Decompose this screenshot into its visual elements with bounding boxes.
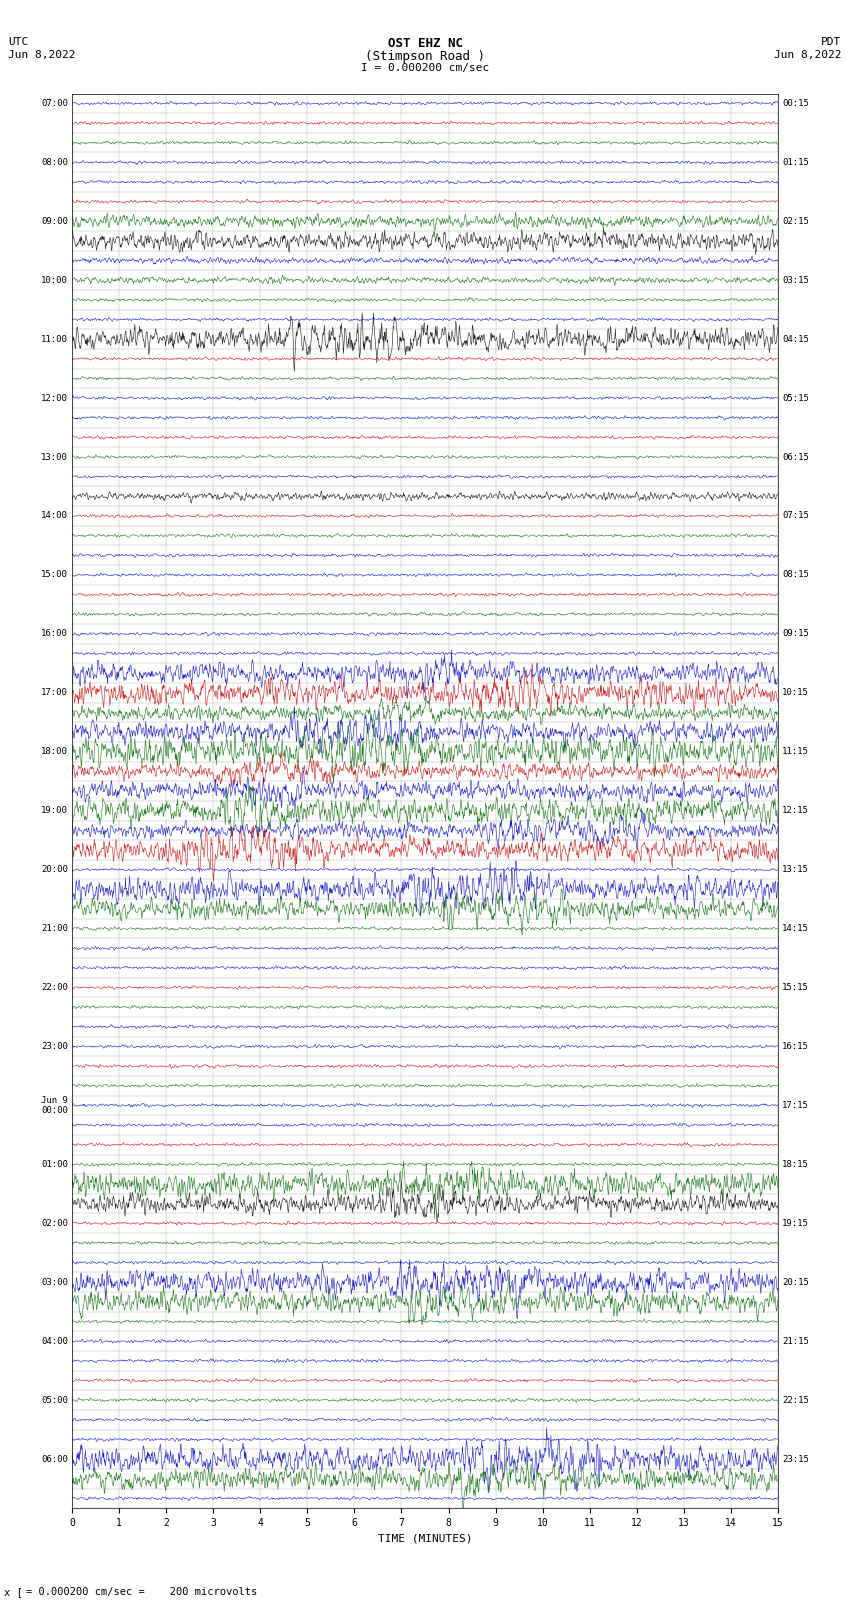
- Text: 16:15: 16:15: [782, 1042, 809, 1052]
- Text: 22:00: 22:00: [41, 982, 68, 992]
- Text: 13:15: 13:15: [782, 865, 809, 874]
- Text: 19:15: 19:15: [782, 1219, 809, 1227]
- Text: 06:00: 06:00: [41, 1455, 68, 1463]
- Text: Jun 9
00:00: Jun 9 00:00: [41, 1095, 68, 1115]
- Text: 22:15: 22:15: [782, 1395, 809, 1405]
- Text: 04:00: 04:00: [41, 1337, 68, 1345]
- Text: 21:00: 21:00: [41, 924, 68, 932]
- Text: 20:00: 20:00: [41, 865, 68, 874]
- Text: 17:15: 17:15: [782, 1102, 809, 1110]
- Text: 07:00: 07:00: [41, 98, 68, 108]
- Text: OST EHZ NC: OST EHZ NC: [388, 37, 462, 50]
- Text: 17:00: 17:00: [41, 689, 68, 697]
- Text: Jun 8,2022: Jun 8,2022: [8, 50, 76, 60]
- Text: = 0.000200 cm/sec =    200 microvolts: = 0.000200 cm/sec = 200 microvolts: [26, 1587, 257, 1597]
- Text: 10:15: 10:15: [782, 689, 809, 697]
- Text: UTC: UTC: [8, 37, 29, 47]
- Text: 23:15: 23:15: [782, 1455, 809, 1463]
- Text: 05:00: 05:00: [41, 1395, 68, 1405]
- Text: 09:00: 09:00: [41, 216, 68, 226]
- Text: 04:15: 04:15: [782, 334, 809, 344]
- Text: 18:00: 18:00: [41, 747, 68, 756]
- Text: 02:00: 02:00: [41, 1219, 68, 1227]
- Text: 15:00: 15:00: [41, 571, 68, 579]
- Text: 16:00: 16:00: [41, 629, 68, 639]
- Text: 18:15: 18:15: [782, 1160, 809, 1169]
- Text: 15:15: 15:15: [782, 982, 809, 992]
- Text: 06:15: 06:15: [782, 453, 809, 461]
- Text: 23:00: 23:00: [41, 1042, 68, 1052]
- Text: 02:15: 02:15: [782, 216, 809, 226]
- Text: Jun 8,2022: Jun 8,2022: [774, 50, 842, 60]
- Text: 05:15: 05:15: [782, 394, 809, 403]
- Text: 19:00: 19:00: [41, 806, 68, 815]
- Text: x [: x [: [4, 1587, 23, 1597]
- Text: 03:15: 03:15: [782, 276, 809, 286]
- Text: 10:00: 10:00: [41, 276, 68, 286]
- Text: 01:00: 01:00: [41, 1160, 68, 1169]
- Text: 12:15: 12:15: [782, 806, 809, 815]
- Text: 07:15: 07:15: [782, 511, 809, 521]
- Text: 11:00: 11:00: [41, 334, 68, 344]
- Text: 00:15: 00:15: [782, 98, 809, 108]
- Text: 08:15: 08:15: [782, 571, 809, 579]
- Text: 13:00: 13:00: [41, 453, 68, 461]
- Text: 08:00: 08:00: [41, 158, 68, 166]
- Text: 14:15: 14:15: [782, 924, 809, 932]
- Text: 11:15: 11:15: [782, 747, 809, 756]
- Text: 09:15: 09:15: [782, 629, 809, 639]
- Text: 01:15: 01:15: [782, 158, 809, 166]
- Text: 03:00: 03:00: [41, 1277, 68, 1287]
- Text: 12:00: 12:00: [41, 394, 68, 403]
- Text: I = 0.000200 cm/sec: I = 0.000200 cm/sec: [361, 63, 489, 73]
- X-axis label: TIME (MINUTES): TIME (MINUTES): [377, 1534, 473, 1544]
- Text: PDT: PDT: [821, 37, 842, 47]
- Text: 14:00: 14:00: [41, 511, 68, 521]
- Text: (Stimpson Road ): (Stimpson Road ): [365, 50, 485, 63]
- Text: 20:15: 20:15: [782, 1277, 809, 1287]
- Text: 21:15: 21:15: [782, 1337, 809, 1345]
